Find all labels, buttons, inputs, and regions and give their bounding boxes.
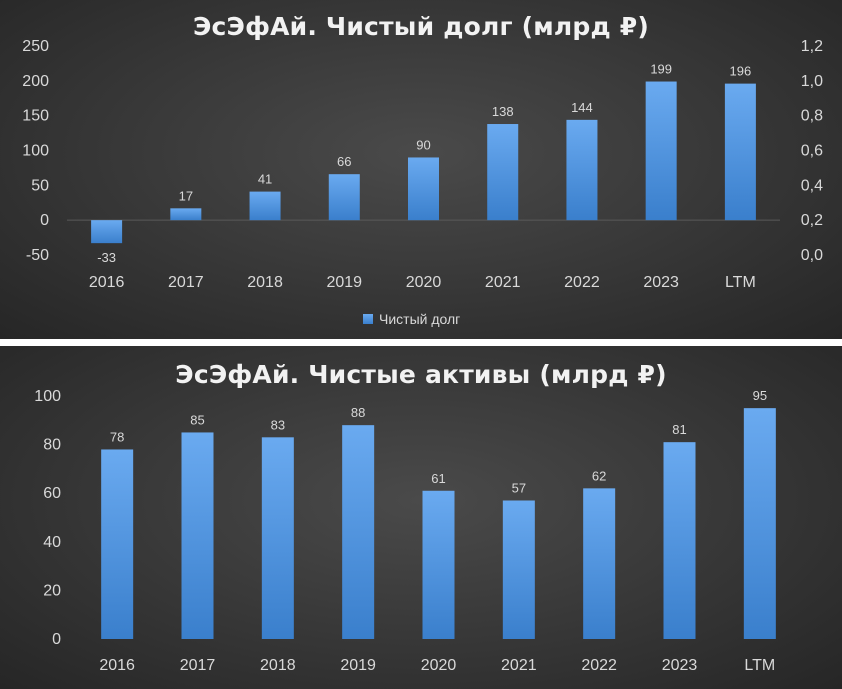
net-debt-bar	[328, 174, 360, 221]
net-debt-y2-tick-label: 0,6	[801, 143, 823, 160]
net-debt-data-label: 41	[258, 172, 272, 187]
net-assets-category-label: 2016	[99, 657, 135, 674]
net-debt-y-tick-label: 100	[22, 143, 49, 160]
net-debt-data-label: 138	[492, 104, 514, 119]
net-assets-y-tick-label: 0	[52, 631, 61, 648]
net-assets-data-label: 88	[351, 405, 365, 420]
net-assets-bar	[181, 432, 214, 639]
net-assets-bar	[583, 488, 616, 639]
net-debt-y2-tick-label: 1,2	[801, 38, 823, 55]
net-debt-chart-panel: ЭсЭфАй. Чистый долг (млрд ₽) -50 0 50 100 15…	[0, 0, 842, 339]
net-debt-bar	[645, 81, 677, 221]
net-assets-data-label: 78	[110, 429, 124, 444]
net-debt-category-label: 2017	[168, 274, 204, 291]
net-debt-y-tick-label: -50	[26, 247, 49, 264]
legend-label: Чистый долг	[379, 311, 461, 327]
net-assets-data-label: 95	[753, 388, 767, 403]
net-debt-y2-tick-label: 0,0	[801, 247, 823, 264]
net-assets-category-label: LTM	[744, 657, 775, 674]
net-assets-y-tick-label: 40	[43, 534, 61, 551]
net-assets-data-label: 81	[672, 422, 686, 437]
net-debt-y2-tick-label: 0,2	[801, 212, 823, 229]
net-assets-data-label: 61	[431, 471, 445, 486]
net-assets-data-label: 62	[592, 468, 606, 483]
net-assets-bar	[101, 449, 134, 639]
net-assets-category-label: 2021	[501, 657, 537, 674]
net-assets-chart-title: ЭсЭфАй. Чистые активы (млрд ₽)	[175, 360, 667, 389]
net-debt-y-tick-label: 250	[22, 38, 49, 55]
net-assets-y-tick-label: 20	[43, 582, 61, 599]
net-debt-bar	[724, 83, 756, 221]
net-debt-y2-tick-label: 1,0	[801, 73, 823, 90]
net-debt-category-label: 2022	[564, 274, 600, 291]
net-assets-bar	[502, 500, 535, 639]
net-debt-data-label: 196	[730, 64, 752, 79]
net-assets-category-label: 2018	[260, 657, 296, 674]
net-debt-data-label: 90	[416, 137, 430, 152]
net-debt-chart: -50 0 50 100 150 200 250 0,0 0,2 0,4 0,6 0,8 1,0 1,2 -…	[22, 38, 823, 291]
net-debt-category-label: 2023	[643, 274, 679, 291]
net-debt-chart-title: ЭсЭфАй. Чистый долг (млрд ₽)	[192, 12, 650, 41]
net-debt-bar	[566, 119, 598, 221]
net-assets-bar	[422, 490, 455, 639]
net-assets-y-tick-label: 80	[43, 437, 61, 454]
net-assets-y-tick-label: 100	[34, 388, 61, 405]
net-assets-category-label: 2022	[581, 657, 617, 674]
net-debt-bar	[408, 157, 439, 221]
net-debt-data-label: 199	[650, 62, 672, 77]
net-debt-legend: Чистый долг	[363, 311, 460, 327]
net-debt-data-label: 66	[337, 154, 351, 169]
net-debt-category-label: 2016	[89, 274, 125, 291]
net-debt-y-tick-label: 0	[40, 212, 49, 229]
net-assets-category-label: 2023	[662, 657, 698, 674]
net-debt-category-label: LTM	[725, 274, 756, 291]
net-debt-data-label: 17	[179, 188, 193, 203]
net-debt-data-label: 144	[571, 100, 593, 115]
net-assets-data-label: 57	[512, 480, 526, 495]
net-assets-y-tick-label: 60	[43, 485, 61, 502]
net-debt-y-tick-label: 150	[22, 108, 49, 125]
net-debt-y-tick-label: 200	[22, 73, 49, 90]
net-assets-bar	[342, 425, 375, 639]
net-debt-category-label: 2020	[406, 274, 442, 291]
net-assets-chart-panel: ЭсЭфАй. Чистые активы (млрд ₽) 0 20 40 60 80…	[0, 346, 842, 689]
net-debt-y2-tick-label: 0,4	[801, 177, 823, 194]
net-assets-bar	[743, 408, 776, 639]
net-assets-chart: 0 20 40 60 80 100 78 2016 85 2017 83 2018 88 2019 61 20…	[34, 388, 776, 674]
net-debt-bar	[91, 220, 123, 244]
net-debt-bar	[249, 191, 281, 221]
net-debt-category-label: 2019	[326, 274, 362, 291]
net-assets-bar	[663, 442, 696, 639]
net-assets-data-label: 85	[190, 412, 204, 427]
net-assets-category-label: 2017	[180, 657, 216, 674]
net-assets-category-label: 2020	[421, 657, 457, 674]
net-debt-bar	[170, 208, 202, 221]
net-debt-category-label: 2018	[247, 274, 283, 291]
net-debt-category-label: 2021	[485, 274, 521, 291]
net-assets-bar	[261, 437, 294, 639]
legend-swatch	[363, 314, 373, 324]
net-assets-category-label: 2019	[340, 657, 376, 674]
net-assets-data-label: 83	[271, 417, 285, 432]
net-debt-bar	[487, 124, 519, 221]
net-debt-y-tick-label: 50	[31, 177, 49, 194]
net-debt-y2-tick-label: 0,8	[801, 108, 823, 125]
net-debt-data-label: -33	[97, 250, 116, 265]
